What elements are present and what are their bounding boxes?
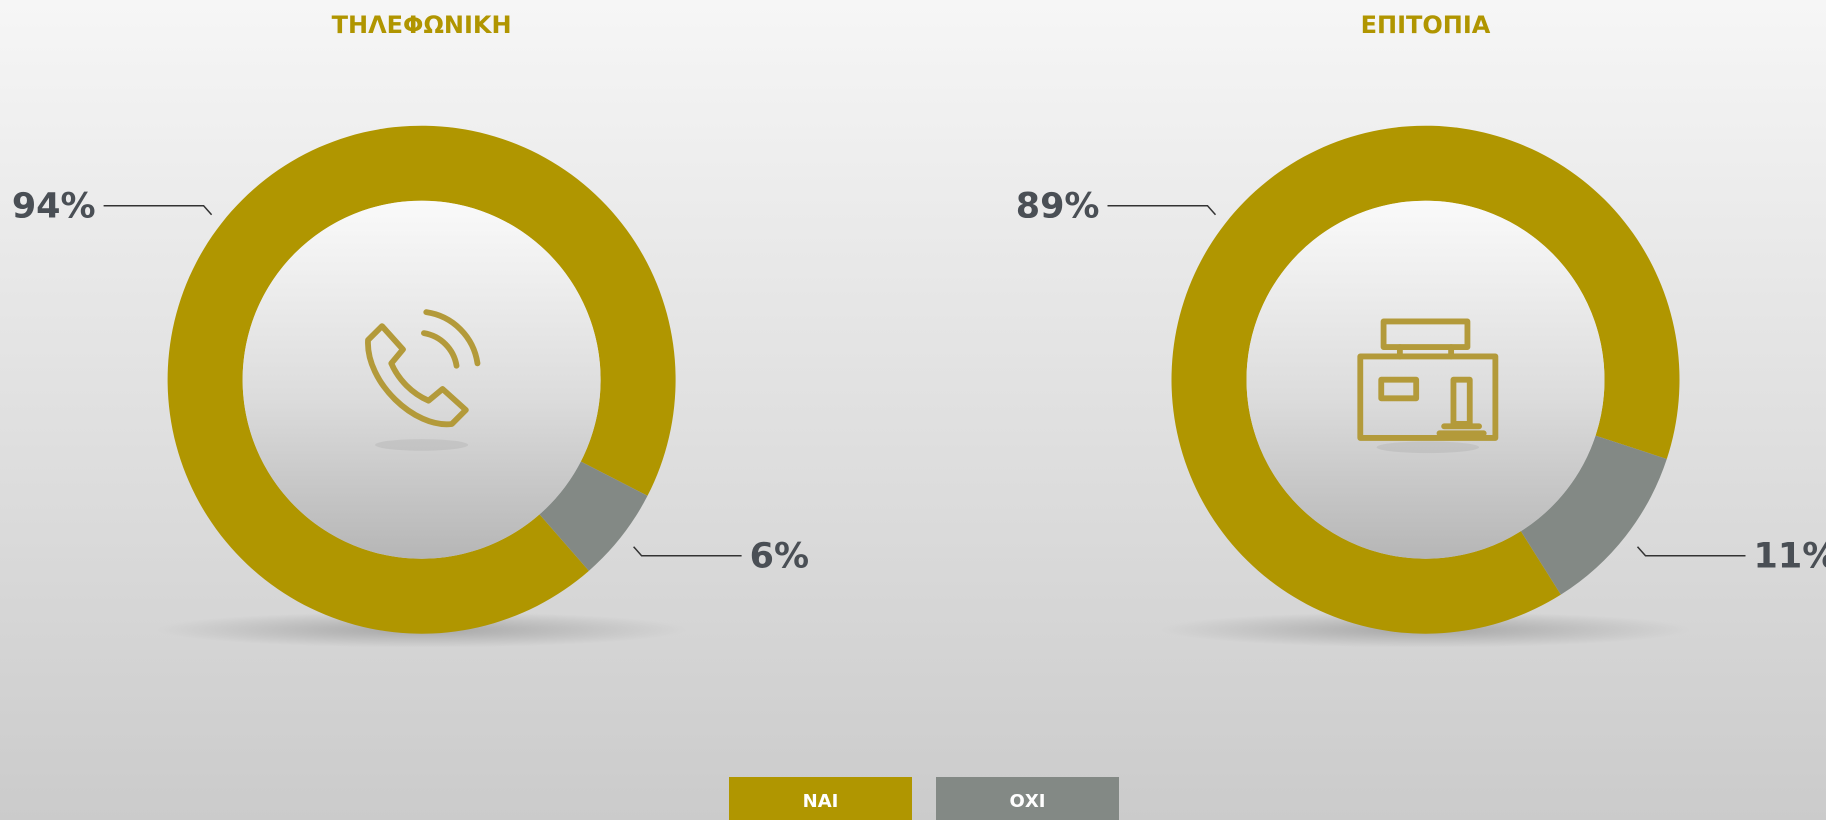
- leader-line: [1636, 546, 1746, 557]
- charts: ΤΗΛΕΦΩΝΙΚΗ 94% 6% ΕΠΙΤΟΠΙΑ 89% 11%: [12, 11, 1826, 648]
- donut-segment: [1171, 125, 1680, 634]
- shop-icon: [1357, 318, 1499, 454]
- phone-icon: [365, 309, 481, 451]
- chart-title: ΤΗΛΕΦΩΝΙΚΗ: [332, 11, 512, 39]
- legend: ΝΑΙ ΟΧΙ: [729, 777, 1119, 820]
- donut-chart: ΤΗΛΕΦΩΝΙΚΗ 94% 6%: [12, 11, 809, 648]
- legend-swatch: [729, 777, 912, 820]
- donut-chart: ΕΠΙΤΟΠΙΑ 89% 11%: [1016, 11, 1826, 648]
- donut-segment: [167, 125, 676, 634]
- chart-title: ΕΠΙΤΟΠΙΑ: [1361, 11, 1491, 39]
- donut-segment: [1520, 435, 1667, 595]
- leader-line: [103, 204, 213, 216]
- value-label: 11%: [1754, 537, 1826, 577]
- legend-label: ΟΧΙ: [1010, 791, 1046, 812]
- leader-line: [1107, 204, 1217, 216]
- donut-hole: [1246, 200, 1605, 559]
- donut-hole: [242, 200, 601, 559]
- legend-swatch: [936, 777, 1119, 820]
- donut-segment: [539, 461, 648, 571]
- value-label: 89%: [1016, 187, 1100, 227]
- value-label: 94%: [12, 187, 96, 227]
- value-label: 6%: [750, 537, 809, 577]
- leader-line: [633, 546, 742, 557]
- legend-label: ΝΑΙ: [803, 791, 839, 812]
